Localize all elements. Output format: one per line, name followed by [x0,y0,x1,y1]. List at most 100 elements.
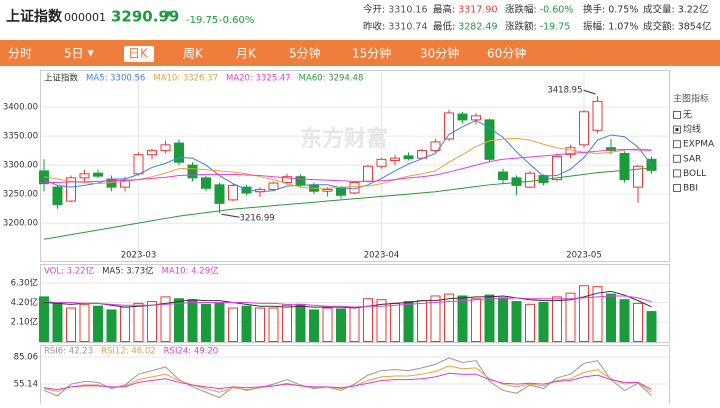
label: 000001 [64,11,106,24]
volume-bar [498,297,508,343]
volume-bar [525,303,535,343]
tab[interactable]: 月K [236,47,257,61]
volume-bar [160,296,171,343]
line [43,365,652,393]
candle-body [579,111,589,146]
label: 3310.16 [388,5,427,16]
label: 3854亿 [678,21,712,33]
label[interactable]: BBI [683,184,698,194]
label[interactable]: BOLL [683,169,706,179]
tab[interactable]: 60分钟 [487,46,526,61]
tab[interactable]: 日K [128,47,149,61]
volume-bar [417,300,427,343]
tab[interactable]: 5分钟 [289,46,321,61]
volume-bar [295,303,306,343]
candle-body [66,177,76,202]
watermark: 东方财富 [300,126,388,152]
volume-bar [79,303,90,343]
label: 涨跌额: [505,21,537,33]
checkbox[interactable] [673,140,681,149]
label: 成交额: [643,21,675,33]
label: 3.22亿 [678,4,709,16]
label: -0.60% [540,5,574,16]
candle-body [606,147,616,152]
label: MA5: 3300.56 [86,74,145,84]
label: MA10: 4.29亿 [162,266,219,277]
volume-bar [565,292,576,343]
candle-body [498,171,508,181]
x-tick-label: 2023-04 [364,251,400,261]
candle-body [403,155,414,160]
line [44,148,652,183]
candle-body [322,188,333,192]
line [43,137,652,189]
volume-bar [93,305,103,343]
candle-body [484,119,495,160]
label: 1.07% [608,22,638,33]
annotation: 3216.99 [240,214,275,224]
volume-bar [349,306,360,342]
candle-body [214,184,225,204]
candle-body [417,150,427,159]
tab[interactable]: 15分钟 [352,46,391,61]
label[interactable]: 均线 [683,123,701,135]
y-tick-label: 55.14 [14,380,38,390]
main-frame [40,70,670,262]
label: 3290.99 [111,8,179,26]
line [43,119,652,193]
label[interactable]: SAR [683,154,701,164]
volume-bar [484,294,495,343]
volume-bar [147,301,157,343]
label: MA10: 3326.37 [153,74,218,84]
volume-bar [606,293,616,343]
label: 最低: [433,21,455,33]
volume-bar [52,302,63,343]
volume-bar [106,309,117,342]
label: 换手: [583,4,605,16]
candle-body [133,154,144,175]
volume-bar [187,299,198,343]
tab-active-bg [124,46,154,62]
tab[interactable]: 分时 [8,47,32,61]
candle-body [282,176,292,183]
candle-body [633,165,643,188]
label: -0.60% [219,15,254,26]
checkbox[interactable] [673,111,681,119]
candle-body [363,165,373,182]
y-tick-label: 3200.00 [3,219,38,229]
volume-bar [174,298,184,343]
tab[interactable]: 30分钟 [420,46,459,61]
candle-body [160,144,171,152]
candle-body [336,187,346,196]
checkbox[interactable] [673,154,681,163]
label: 3317.90 [458,5,497,16]
label[interactable]: EXPMA [683,140,715,150]
checkbox[interactable] [673,169,681,178]
tab[interactable]: 5日 [64,47,84,61]
candle-body [120,180,130,188]
checkbox[interactable] [673,184,681,192]
volume-bar [201,303,211,343]
volume-bar [241,305,252,343]
label: 涨跌幅: [505,4,537,16]
label: 上证指数 [44,73,79,84]
volume-bar [309,309,319,342]
candle-body [619,153,630,181]
candle-body [93,172,103,177]
tab[interactable]: 周K [183,47,204,61]
label: MA60: 3294.48 [299,74,364,84]
y-tick-label: 85.06 [14,352,38,362]
annotation-arrow [583,89,596,95]
volume-bar [592,286,603,342]
y-tick-label: 6.30亿 [11,277,38,288]
label: -19.75 [186,15,218,26]
candle-body [525,172,535,188]
volume-bar [336,308,346,342]
candle-body [390,157,400,161]
label[interactable]: 无 [683,110,692,121]
label: RSI12: 46.02 [101,347,156,357]
volume-bar [552,296,562,343]
volume-bar [403,301,414,343]
line [43,167,652,240]
